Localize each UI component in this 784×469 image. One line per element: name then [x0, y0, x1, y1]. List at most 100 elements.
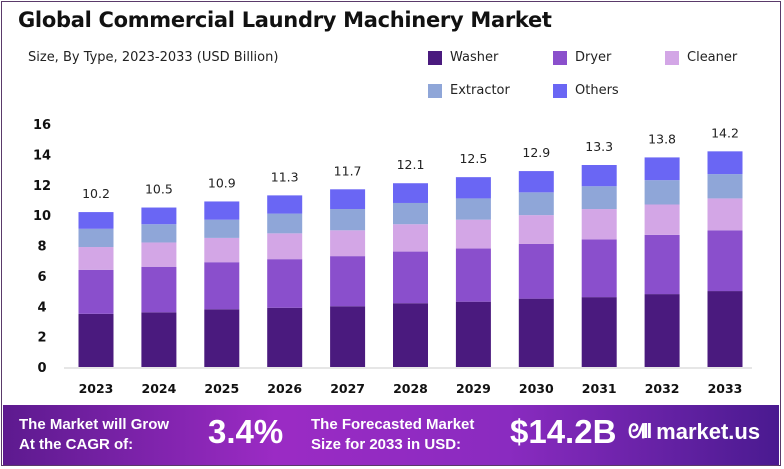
bar-others-2023	[78, 212, 114, 229]
bar-washer-2032	[644, 294, 680, 367]
bar-extractor-2029	[455, 198, 491, 220]
legend-cleaner: Cleaner	[665, 50, 737, 65]
forecast-label: The Forecasted Market Size for 2033 in US…	[311, 416, 475, 453]
bar-dryer-2029	[455, 248, 491, 302]
bar-cleaner-2023	[78, 247, 114, 270]
bar-washer-2024	[141, 312, 177, 367]
bar-washer-2027	[330, 306, 366, 367]
x-tick-label: 2025	[204, 381, 239, 396]
bar-others-2024	[141, 207, 177, 225]
bar-dryer-2025	[204, 262, 240, 310]
x-tick-label: 2033	[708, 381, 743, 396]
bar-extractor-2024	[141, 224, 177, 243]
bar-cleaner-2031	[581, 209, 617, 240]
chart-subtitle: Size, By Type, 2023-2033 (USD Billion)	[28, 50, 279, 65]
y-tick-label: 8	[37, 240, 46, 255]
bar-cleaner-2028	[393, 224, 428, 252]
legend-washer: Washer	[428, 50, 498, 65]
bar-cleaner-2030	[518, 215, 554, 244]
bar-dryer-2026	[267, 259, 303, 308]
chart-title: Global Commercial Laundry Machinery Mark…	[18, 8, 552, 32]
bar-others-2032	[644, 157, 680, 181]
bar-washer-2028	[393, 303, 428, 367]
bar-dryer-2033	[707, 230, 743, 292]
market-us-logo: ᘛll market.us	[628, 419, 761, 444]
bar-extractor-2031	[581, 186, 617, 210]
bar-others-2026	[267, 195, 303, 214]
cagr-label: The Market will Grow At the CAGR of:	[19, 416, 170, 453]
x-tick-label: 2030	[519, 381, 554, 396]
bar-cleaner-2029	[455, 219, 491, 249]
bar-others-2028	[393, 183, 428, 203]
bar-extractor-2030	[518, 192, 554, 216]
bar-extractor-2028	[393, 202, 428, 225]
data-label-2031: 13.3	[585, 139, 613, 154]
data-label-2027: 11.7	[334, 163, 362, 178]
bar-extractor-2033	[707, 174, 743, 199]
y-tick-label: 14	[33, 148, 51, 163]
bar-others-2033	[707, 151, 743, 175]
cagr-value: 3.4%	[208, 413, 284, 450]
x-tick-label: 2027	[330, 381, 365, 396]
x-tick-label: 2032	[645, 381, 680, 396]
bar-washer-2029	[455, 301, 491, 367]
bar-washer-2030	[518, 298, 554, 367]
bar-washer-2023	[78, 313, 114, 367]
x-tick-label: 2023	[79, 381, 114, 396]
bar-dryer-2024	[141, 266, 177, 313]
bar-washer-2026	[267, 307, 303, 367]
y-tick-label: 2	[37, 331, 46, 346]
y-tick-label: 4	[37, 300, 46, 315]
bar-cleaner-2033	[707, 198, 743, 231]
x-tick-label: 2026	[267, 381, 302, 396]
data-label-2023: 10.2	[82, 186, 110, 201]
bar-cleaner-2024	[141, 242, 177, 267]
x-tick-label: 2024	[142, 381, 177, 396]
y-tick-label: 12	[33, 179, 51, 194]
data-label-2024: 10.5	[145, 182, 173, 197]
chart-plot: 0 2 4 6 8 10 12 14 16 10.2 2023 10.5 2024 10.9 2025 11.…	[33, 118, 752, 396]
bar-extractor-2025	[204, 219, 240, 238]
bar-others-2030	[518, 171, 554, 193]
bar-dryer-2032	[644, 234, 680, 295]
legend-others: Others	[553, 83, 619, 98]
y-tick-label: 10	[33, 209, 51, 224]
logo-mark-icon: ᘛll	[628, 420, 652, 443]
bar-dryer-2027	[330, 256, 366, 307]
data-label-2028: 12.1	[397, 157, 425, 172]
data-label-2026: 11.3	[271, 169, 299, 184]
bar-washer-2025	[204, 309, 240, 367]
bar-dryer-2031	[581, 239, 617, 298]
bar-others-2029	[455, 177, 491, 199]
data-label-2032: 13.8	[648, 131, 676, 146]
bar-others-2027	[330, 189, 366, 210]
y-tick-label: 0	[37, 361, 46, 376]
bar-washer-2033	[707, 291, 743, 367]
y-tick-label: 16	[33, 118, 51, 133]
summary-banner: The Market will Grow At the CAGR of: 3.4%…	[3, 405, 779, 465]
data-label-2029: 12.5	[459, 151, 487, 166]
bar-others-2025	[204, 201, 240, 220]
x-tick-label: 2031	[582, 381, 617, 396]
bar-others-2031	[581, 165, 617, 187]
data-label-2033: 14.2	[711, 125, 739, 140]
data-label-2025: 10.9	[208, 175, 236, 190]
bar-cleaner-2025	[204, 237, 240, 263]
bar-extractor-2027	[330, 209, 366, 231]
data-label-2030: 12.9	[522, 145, 550, 160]
forecast-value: $14.2B	[510, 413, 617, 450]
legend-dryer: Dryer	[553, 50, 611, 65]
legend-extractor: Extractor	[428, 83, 510, 98]
bar-cleaner-2026	[267, 233, 303, 260]
y-tick-label: 6	[37, 270, 46, 285]
x-tick-label: 2029	[456, 381, 491, 396]
bar-dryer-2030	[518, 243, 554, 299]
bar-washer-2031	[581, 297, 617, 367]
x-tick-label: 2028	[393, 381, 428, 396]
bar-dryer-2023	[78, 269, 114, 314]
bar-dryer-2028	[393, 251, 428, 304]
bar-extractor-2032	[644, 180, 680, 205]
bar-extractor-2026	[267, 213, 303, 234]
bar-extractor-2023	[78, 228, 114, 248]
